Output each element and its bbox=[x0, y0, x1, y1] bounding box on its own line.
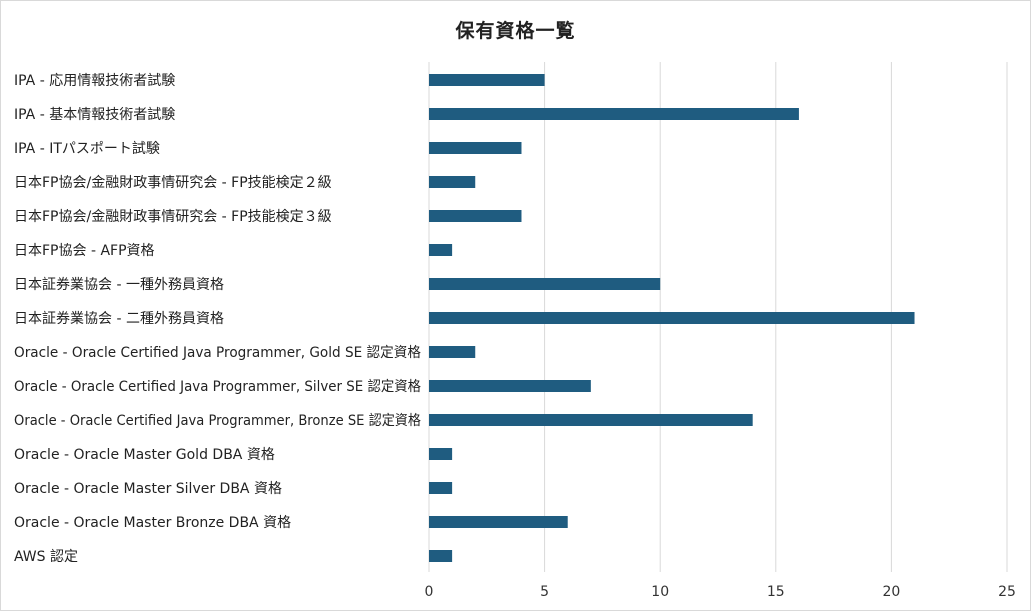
category-label: 日本証券業協会 - 一種外務員資格 bbox=[14, 277, 224, 293]
x-tick-label: 25 bbox=[998, 584, 1016, 600]
category-label: 日本FP協会 - AFP資格 bbox=[14, 243, 155, 259]
category-label: IPA - 基本情報技術者試験 bbox=[14, 106, 175, 123]
bar bbox=[429, 210, 522, 222]
x-tick-label: 0 bbox=[425, 584, 434, 600]
category-label: Oracle - Oracle Certified Java Programme… bbox=[14, 345, 421, 361]
bar bbox=[429, 312, 915, 324]
x-tick-label: 15 bbox=[767, 584, 785, 600]
bar bbox=[429, 414, 753, 426]
category-label: IPA - 応用情報技術者試験 bbox=[14, 73, 175, 89]
bar bbox=[429, 244, 453, 256]
category-label: Oracle - Oracle Master Bronze DBA 資格 bbox=[14, 515, 291, 531]
bar bbox=[429, 74, 545, 86]
bar bbox=[429, 176, 476, 188]
bar bbox=[429, 346, 476, 358]
x-tick-label: 20 bbox=[882, 584, 900, 600]
bar bbox=[429, 448, 453, 460]
category-label: Oracle - Oracle Certified Java Programme… bbox=[14, 379, 421, 395]
bar bbox=[429, 380, 591, 392]
bar bbox=[429, 516, 568, 528]
category-label: IPA - ITパスポート試験 bbox=[14, 141, 160, 157]
category-label: Oracle - Oracle Certified Java Programme… bbox=[14, 413, 421, 429]
bar bbox=[429, 142, 522, 154]
x-tick-label: 5 bbox=[540, 584, 549, 600]
bar bbox=[429, 482, 453, 494]
bar bbox=[429, 278, 661, 290]
bar bbox=[429, 550, 453, 562]
category-label: 日本証券業協会 - 二種外務員資格 bbox=[14, 311, 224, 327]
category-label: AWS 認定 bbox=[14, 549, 78, 565]
x-tick-label: 10 bbox=[651, 584, 669, 600]
chart-title: 保有資格一覧 bbox=[455, 20, 576, 42]
category-label: 日本FP協会/金融財政事情研究会 - FP技能検定２級 bbox=[14, 175, 332, 191]
category-label: Oracle - Oracle Master Gold DBA 資格 bbox=[14, 447, 275, 463]
category-label: 日本FP協会/金融財政事情研究会 - FP技能検定３級 bbox=[14, 209, 332, 225]
category-label: Oracle - Oracle Master Silver DBA 資格 bbox=[14, 481, 282, 497]
bar bbox=[429, 108, 799, 120]
